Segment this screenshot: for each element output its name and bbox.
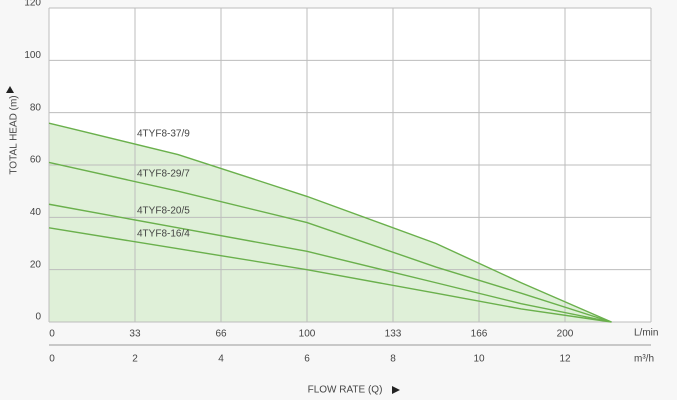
series-label: 4TYF8-16/4 [137,229,190,240]
y-tick-label: 0 [35,312,41,323]
x2-unit: m³/h [634,354,654,365]
x2-tick-label: 2 [132,354,138,365]
x-tick-label: 166 [471,329,488,340]
series-label: 4TYF8-37/9 [137,129,190,140]
y-tick-label: 100 [24,50,41,61]
series-line [48,227,612,323]
y-tick-label: 60 [30,155,42,166]
x2-tick-label: 6 [304,354,310,365]
x-tick-label: 200 [557,329,574,340]
y-arrow [6,86,14,93]
x-tick-label: 100 [299,329,316,340]
series-line [48,122,612,323]
x-tick-label: 133 [385,329,402,340]
x2-tick-label: 4 [218,354,224,365]
y-tick-label: 80 [30,102,42,113]
x-tick-label: 66 [215,329,227,340]
x-tick-label: 33 [129,329,141,340]
x2-tick-label: 8 [390,354,396,365]
series-label: 4TYF8-29/7 [137,169,190,180]
x2-tick-label: 12 [559,354,571,365]
x-tick-label: 0 [49,329,55,340]
series-label: 4TYF8-20/5 [137,206,190,217]
y-tick-label: 120 [24,0,41,9]
x2-tick-label: 0 [49,354,55,365]
x2-tick-label: 10 [473,354,485,365]
series-line [48,203,612,323]
x-axis-label: FLOW RATE (Q) [308,385,383,396]
y-tick-label: 40 [30,207,42,218]
x-arrow [392,386,400,394]
series-line [48,161,612,323]
y-tick-label: 20 [30,259,42,270]
y-axis-label: TOTAL HEAD (m) [9,95,20,174]
area-fill [49,123,612,322]
x-unit: L/min [634,328,658,339]
